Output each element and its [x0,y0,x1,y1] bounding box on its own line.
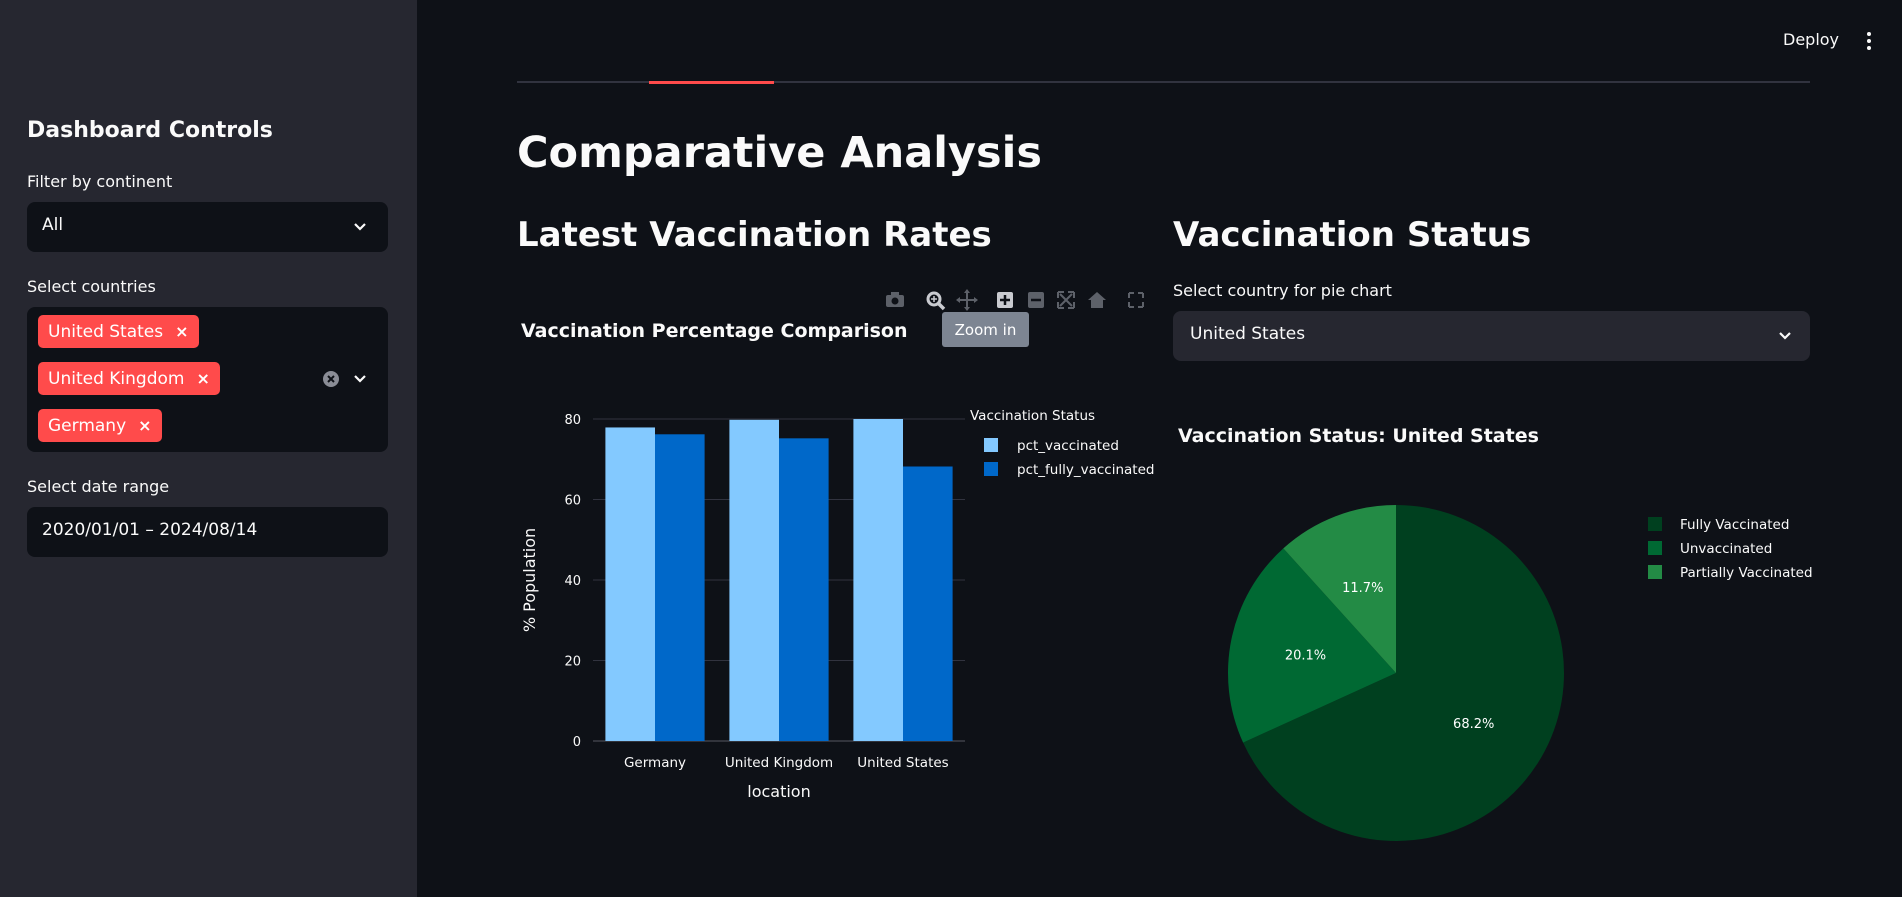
zoom-in-icon[interactable] [997,292,1013,308]
y-tick-label: 60 [564,494,581,509]
date-range-input[interactable]: 2020/01/01 – 2024/08/14 [27,507,388,557]
bar [655,434,705,741]
section-heading-vaccination-status: Vaccination Status [1173,215,1532,255]
autoscale-icon[interactable] [1057,291,1075,309]
sidebar: Dashboard Controls Filter by continent A… [0,0,417,897]
pie-chart[interactable]: 68.2% 20.1% 11.7% Fully Vaccinated Unvaccina… [1170,490,1830,850]
countries-multiselect[interactable]: United States × United Kingdom × Germany… [27,307,388,452]
x-tick-label: United Kingdom [725,755,833,771]
bar [853,419,903,741]
page-title: Comparative Analysis [517,128,1042,178]
pie-country-select[interactable]: United States [1173,311,1810,361]
y-tick-label: 0 [573,735,581,750]
bar [779,438,829,741]
remove-tag-icon[interactable]: × [138,416,152,435]
clear-all-icon[interactable] [322,370,340,388]
date-range-label: Select date range [27,477,170,496]
camera-icon[interactable] [886,292,904,307]
legend-swatch [984,462,998,476]
legend-label: Fully Vaccinated [1680,517,1789,533]
chart-modebar [886,289,1144,311]
x-tick-label: United States [857,755,948,771]
x-tick-label: Germany [624,755,686,771]
home-icon[interactable] [1088,292,1106,308]
bar-chart-title: Vaccination Percentage Comparison [521,320,908,342]
more-options-icon[interactable] [1862,31,1876,51]
legend-label: pct_vaccinated [1017,438,1119,454]
tab-bar [517,81,1810,83]
y-tick-label: 80 [564,413,581,428]
continent-select[interactable]: All [27,202,388,252]
zoom-out-icon[interactable] [1028,292,1044,308]
country-tag-label: Germany [48,415,127,436]
pie-slice [1283,505,1396,673]
pie-slice [1228,548,1396,743]
deploy-button[interactable]: Deploy [1783,30,1840,49]
legend-swatch [1648,541,1662,555]
country-tag-label: United States [48,321,164,342]
zoom-icon[interactable] [926,291,946,311]
pie-country-select-value: United States [1190,324,1306,344]
chevron-down-icon [354,223,366,231]
remove-tag-icon[interactable]: × [175,322,189,341]
legend-label: pct_fully_vaccinated [1017,462,1154,478]
sidebar-title: Dashboard Controls [27,118,273,143]
y-axis-title: % Population [520,528,539,632]
y-tick-label: 20 [564,655,581,670]
pie-country-label: Select country for pie chart [1173,281,1392,300]
pie-slice [1243,505,1564,841]
country-tag[interactable]: Germany × [38,409,162,442]
pie-slice-label: 20.1% [1285,648,1326,663]
chevron-down-icon[interactable] [353,372,367,386]
bar [903,466,953,741]
legend-swatch [984,438,998,452]
bar-chart[interactable]: 0 20 40 60 80 Germany United Kingdom United Sta… [510,400,1160,810]
legend-title: Vaccination Status [970,408,1095,424]
legend-swatch [1648,517,1662,531]
legend-label: Unvaccinated [1680,541,1772,557]
country-tag-label: United Kingdom [48,368,185,389]
section-heading-vaccination-rates: Latest Vaccination Rates [517,215,992,255]
zoom-in-tooltip: Zoom in [942,312,1029,347]
continent-select-value: All [42,215,64,235]
date-range-value: 2020/01/01 – 2024/08/14 [42,520,258,540]
legend-label: Partially Vaccinated [1680,565,1813,581]
country-tag[interactable]: United States × [38,315,199,348]
chevron-down-icon [1779,332,1791,340]
y-tick-label: 40 [564,574,581,589]
tab-active-indicator[interactable] [649,81,774,84]
pie-slice-label: 11.7% [1342,581,1383,596]
pie-chart-title: Vaccination Status: United States [1178,425,1539,447]
legend-swatch [1648,565,1662,579]
fullscreen-icon[interactable] [1128,292,1144,308]
x-axis-title: location [747,782,810,801]
countries-label: Select countries [27,277,156,296]
pie-slice-label: 68.2% [1453,717,1494,732]
bar [605,427,655,741]
pan-icon[interactable] [956,289,978,311]
remove-tag-icon[interactable]: × [196,369,210,388]
continent-label: Filter by continent [27,172,173,191]
country-tag[interactable]: United Kingdom × [38,362,220,395]
bar [729,419,779,741]
